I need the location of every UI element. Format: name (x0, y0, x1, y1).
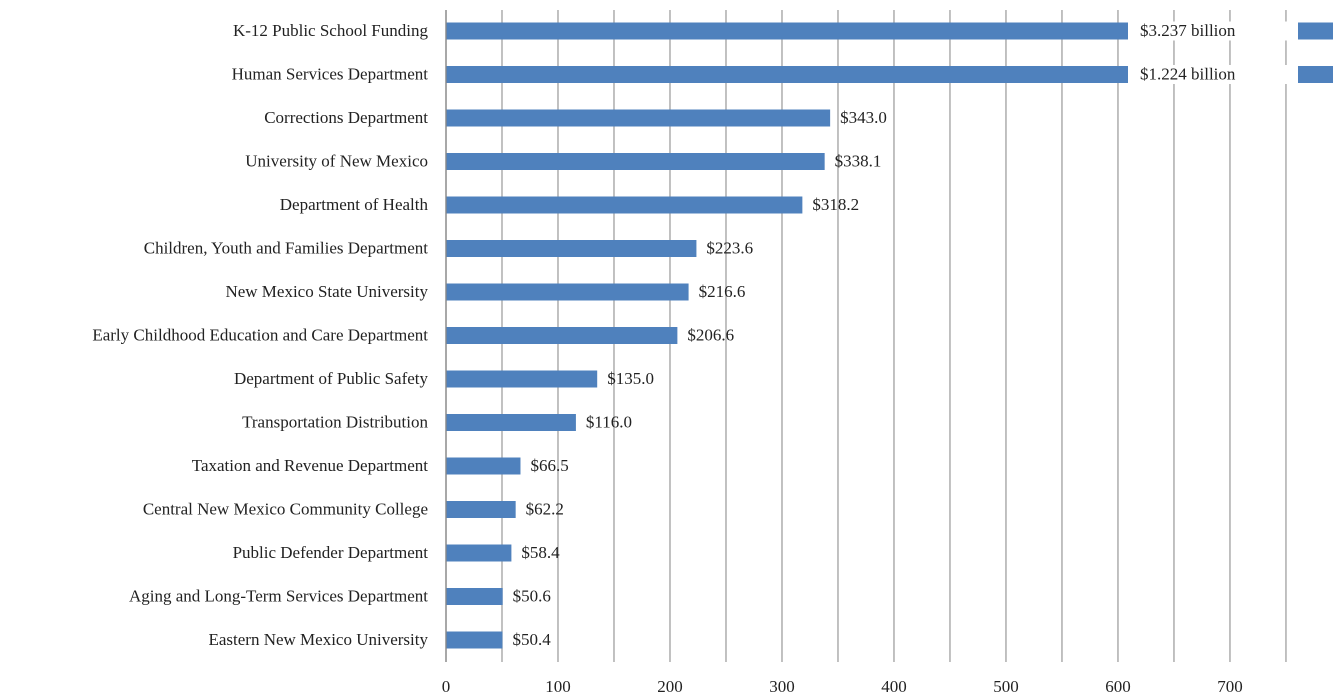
bar (446, 631, 503, 649)
data-label: $62.2 (526, 499, 564, 518)
y-tick-label: Corrections Department (264, 108, 428, 127)
data-label: $50.6 (513, 586, 551, 605)
y-tick-label: Transportation Distribution (242, 412, 428, 431)
bar (446, 370, 598, 388)
data-label: $1.224 billion (1140, 64, 1236, 83)
y-tick-label: Aging and Long-Term Services Department (129, 586, 428, 605)
x-tick-label: 300 (769, 677, 795, 696)
y-tick-label: Department of Health (280, 195, 429, 214)
bar (446, 501, 516, 518)
bar (446, 327, 678, 344)
data-label: $66.5 (530, 456, 568, 475)
data-label: $58.4 (521, 543, 560, 562)
x-tick-label: 100 (545, 677, 571, 696)
axis-break-gap (1128, 21, 1298, 41)
y-tick-label: New Mexico State University (225, 282, 428, 301)
y-tick-label: Children, Youth and Families Department (144, 238, 429, 257)
data-label: $318.2 (812, 195, 859, 214)
bar (446, 283, 689, 301)
bar (446, 196, 803, 214)
data-label: $3.237 billion (1140, 21, 1236, 40)
y-tick-label: Human Services Department (232, 64, 429, 83)
y-tick-label: Department of Public Safety (234, 369, 429, 388)
x-tick-label: 600 (1105, 677, 1131, 696)
bar (446, 414, 576, 431)
y-tick-label: Central New Mexico Community College (143, 499, 428, 518)
data-label: $223.6 (706, 238, 753, 257)
y-tick-label: K-12 Public School Funding (233, 21, 429, 40)
y-tick-label: Public Defender Department (233, 543, 429, 562)
bar (446, 22, 1333, 40)
data-label: $216.6 (699, 282, 746, 301)
data-label: $116.0 (586, 412, 632, 431)
x-tick-label: 200 (657, 677, 683, 696)
x-tick-label: 0 (442, 677, 451, 696)
x-tick-label: 500 (993, 677, 1019, 696)
x-tick-label: 700 (1217, 677, 1243, 696)
data-label: $50.4 (512, 630, 551, 649)
y-tick-label: Early Childhood Education and Care Depar… (92, 325, 428, 344)
y-tick-label: Eastern New Mexico University (208, 630, 428, 649)
bar (446, 240, 697, 257)
bar (446, 66, 1333, 83)
data-label: $343.0 (840, 108, 887, 127)
bar (446, 153, 825, 170)
data-label: $206.6 (687, 325, 734, 344)
data-label: $338.1 (835, 151, 882, 170)
y-tick-label: Taxation and Revenue Department (192, 456, 429, 475)
data-label: $135.0 (607, 369, 654, 388)
x-tick-label: 400 (881, 677, 907, 696)
bar (446, 544, 512, 562)
bar (446, 588, 503, 605)
axis-break-gap (1128, 65, 1298, 84)
y-tick-label: University of New Mexico (245, 151, 428, 170)
bar (446, 457, 521, 475)
bar (446, 109, 831, 127)
